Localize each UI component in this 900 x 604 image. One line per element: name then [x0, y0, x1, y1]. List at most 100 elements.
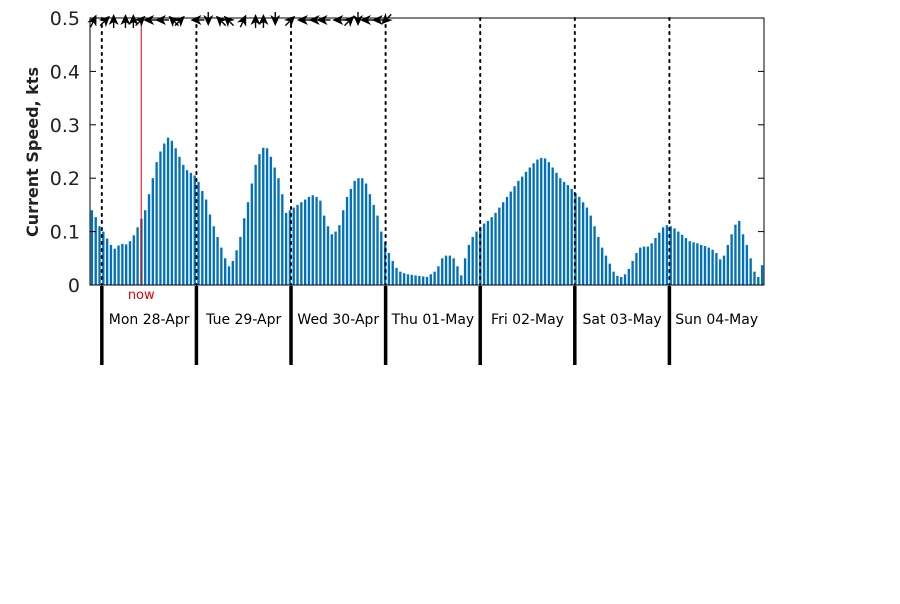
speed-bar	[753, 271, 756, 285]
direction-arrow-icon	[134, 15, 146, 28]
speed-bar	[345, 196, 349, 285]
speed-bar	[521, 176, 524, 285]
direction-arrow-icon	[283, 15, 296, 28]
speed-bar	[402, 273, 406, 285]
speed-bar	[463, 258, 467, 285]
speed-bar	[246, 202, 250, 285]
day-label: Wed 30-Apr	[297, 312, 379, 328]
speed-bar	[155, 162, 158, 285]
speed-bar	[513, 186, 516, 285]
y-tick-label: 0.4	[50, 61, 80, 83]
speed-bar	[220, 247, 223, 285]
axes: 0 0.1 0.2 0.3 0.4 0.5	[50, 8, 765, 297]
speed-bar	[231, 260, 234, 285]
speed-bar	[418, 275, 421, 285]
speed-bar	[147, 194, 151, 285]
speed-bar	[349, 188, 353, 285]
speed-bar	[730, 234, 733, 285]
speed-bar	[94, 217, 97, 285]
speed-bar	[159, 151, 162, 285]
y-tick-label: 0	[68, 275, 80, 297]
speed-bar	[505, 196, 509, 285]
speed-bar	[391, 260, 394, 285]
direction-arrow-icon	[250, 14, 261, 28]
speed-bar	[292, 207, 295, 285]
day-label: Mon 28-Apr	[109, 312, 190, 328]
speed-bar	[494, 212, 497, 285]
direction-arrow-icon	[98, 15, 111, 28]
speed-bar	[243, 218, 246, 285]
day-dotted-lines	[100, 17, 671, 286]
now-label: now	[128, 288, 155, 303]
speed-bar	[551, 167, 554, 285]
plot-frame	[89, 17, 765, 286]
speed-bar	[189, 172, 193, 285]
speed-bar	[699, 244, 703, 285]
speed-bar	[456, 266, 459, 285]
speed-bar	[738, 220, 741, 285]
speed-bar	[117, 245, 120, 285]
speed-bar	[197, 181, 200, 285]
day-label: Tue 29-Apr	[205, 312, 281, 328]
direction-arrow-icon	[353, 12, 364, 26]
speed-bar	[144, 210, 147, 285]
speed-bar	[315, 196, 318, 285]
speed-bar	[650, 243, 653, 285]
speed-bar	[680, 234, 684, 285]
speed-bar	[509, 191, 512, 285]
speed-bar	[757, 276, 760, 285]
speed-bar	[98, 226, 101, 285]
direction-arrows	[87, 12, 393, 28]
speed-bar	[361, 178, 364, 285]
speed-bar	[414, 275, 417, 285]
speed-bar	[517, 180, 520, 285]
speed-bar	[677, 231, 680, 285]
speed-bar	[330, 234, 333, 285]
day-label: Fri 02-May	[491, 312, 564, 328]
speed-bar	[269, 156, 273, 285]
speed-bar	[277, 178, 280, 285]
direction-arrow-icon	[87, 14, 97, 28]
speed-bar	[578, 196, 581, 285]
speed-bar	[524, 171, 528, 285]
speed-bar	[684, 238, 688, 285]
speed-bar	[593, 226, 596, 285]
speed-bar	[102, 231, 105, 285]
direction-arrow-icon	[215, 15, 228, 28]
speed-bar	[303, 199, 307, 285]
day-label: Sat 03-May	[582, 312, 661, 328]
speed-bar	[490, 217, 493, 285]
y-axis-label: Current Speed, kts	[23, 67, 42, 237]
speed-bar	[536, 159, 539, 285]
speed-bar	[658, 232, 661, 285]
speed-bar	[635, 252, 638, 285]
direction-arrow-icon	[173, 15, 185, 28]
y-tick-label: 0.1	[50, 222, 80, 244]
speed-bar	[600, 247, 604, 285]
speed-bar	[597, 236, 600, 285]
speed-bar	[182, 164, 185, 285]
speed-bar	[467, 244, 471, 285]
speed-bar	[121, 243, 124, 285]
speed-bar	[136, 227, 139, 285]
speed-bar	[528, 167, 531, 285]
speed-bar	[300, 202, 303, 285]
speed-bar	[486, 220, 490, 285]
speed-bar	[688, 241, 691, 285]
direction-arrow-icon	[381, 12, 393, 25]
speed-bar	[258, 154, 261, 285]
speed-bar	[711, 249, 714, 285]
speed-bar	[353, 180, 356, 285]
speed-bar	[692, 242, 695, 285]
bars	[90, 137, 764, 285]
speed-bar	[174, 148, 177, 285]
speed-bar	[376, 215, 379, 285]
speed-bar	[745, 244, 749, 285]
direction-arrow-icon	[203, 12, 214, 26]
speed-bar	[326, 226, 330, 285]
speed-bar	[639, 247, 642, 285]
speed-bar	[482, 223, 486, 285]
speed-bar	[555, 172, 558, 285]
speed-bar	[673, 228, 676, 285]
